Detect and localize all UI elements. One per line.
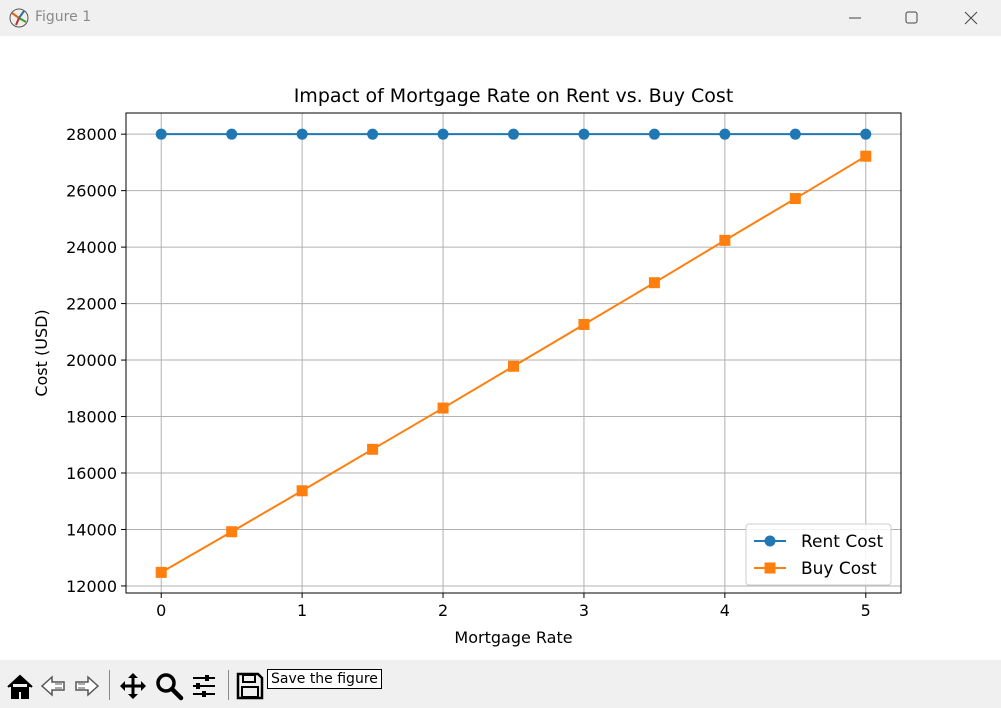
y-tick-label: 26000 [66,182,117,201]
back-button[interactable] [38,670,70,702]
rent-cost-point [367,128,379,140]
home-button[interactable] [4,670,36,702]
x-tick-label: 5 [861,601,871,620]
save-button[interactable] [234,670,266,702]
y-tick-label: 18000 [66,408,117,427]
y-tick-label: 28000 [66,125,117,144]
legend-buy-cost-marker [764,562,776,574]
navigation-toolbar [0,660,1001,708]
y-tick-label: 14000 [66,520,117,539]
buy-cost-point [508,360,519,372]
back-arrow-icon [40,675,65,697]
rent-cost-point [155,128,167,140]
buy-cost-point [367,443,379,455]
home-icon [7,674,33,699]
buy-cost-point [155,566,167,578]
buy-cost-point [578,318,590,330]
rent-cost-point [719,128,731,140]
matplotlib-app-icon [9,8,29,28]
zoom-icon [156,673,184,701]
x-tick-label: 0 [156,601,166,620]
y-tick-label: 16000 [66,464,117,483]
close-button[interactable] [942,0,1000,36]
rent-cost-point [860,128,872,140]
y-tick-label: 20000 [66,351,117,370]
chart-title: Impact of Mortgage Rate on Rent vs. Buy … [294,85,734,107]
series-layer [155,128,872,578]
minimize-icon [849,17,861,19]
buy-cost-point [860,150,872,162]
legend-box [745,523,892,586]
rent-cost-point [296,128,308,140]
save-icon [236,672,264,700]
save-tooltip: Save the figure [267,669,382,689]
grid-lines [126,113,901,593]
buy-cost-point [437,402,449,414]
buy-cost-point [789,193,801,205]
rent-cost-point [226,128,238,140]
configure-subplots-button[interactable] [188,670,220,702]
y-tick-label: 24000 [66,238,117,257]
legend-rent-cost-label: Rent Cost [801,532,883,552]
rent-cost-point [789,128,801,140]
rent-cost-point [578,128,590,140]
legend: Rent Cost Buy Cost [745,523,892,586]
x-tick-label: 1 [297,601,307,620]
pan-button[interactable] [117,670,149,702]
window-title: Figure 1 [35,9,92,25]
pan-icon [120,673,146,699]
toolbar-separator [109,670,110,700]
figure-canvas[interactable]: 0 1 2 3 4 5 12000 14000 16000 18000 20000 22000 2400… [0,36,1001,660]
minimize-button[interactable] [826,0,884,36]
axes-frame [125,112,902,594]
forward-button[interactable] [70,670,102,702]
rent-cost-point [508,128,519,140]
title-bar: Figure 1 [0,0,1001,36]
maximize-icon [905,11,918,24]
legend-buy-cost-label: Buy Cost [801,559,877,579]
forward-arrow-icon [75,675,100,697]
legend-rent-cost-marker [764,535,776,547]
rent-cost-point [648,128,660,140]
y-axis-label: Cost (USD) [32,309,51,396]
x-tick-label: 4 [720,601,730,620]
x-axis-label: Mortgage Rate [454,628,572,647]
buy-cost-point [719,234,731,246]
buy-cost-point [296,485,308,497]
maximize-button[interactable] [883,0,941,36]
close-icon [964,11,978,25]
x-tick-label: 2 [438,601,448,620]
y-tick-label: 12000 [66,577,117,596]
configure-subplots-icon [193,675,215,697]
rent-cost-point [437,128,449,140]
x-tick-label: 3 [579,601,589,620]
chart-svg: 0 1 2 3 4 5 12000 14000 16000 18000 20000 22000 2400… [32,85,902,647]
buy-cost-point [648,277,660,289]
ticks: 0 1 2 3 4 5 12000 14000 16000 18000 20000 22000 2400… [66,125,871,620]
y-tick-label: 22000 [66,295,117,314]
buy-cost-point [226,526,238,538]
zoom-button[interactable] [153,670,185,702]
toolbar-separator [228,670,229,700]
